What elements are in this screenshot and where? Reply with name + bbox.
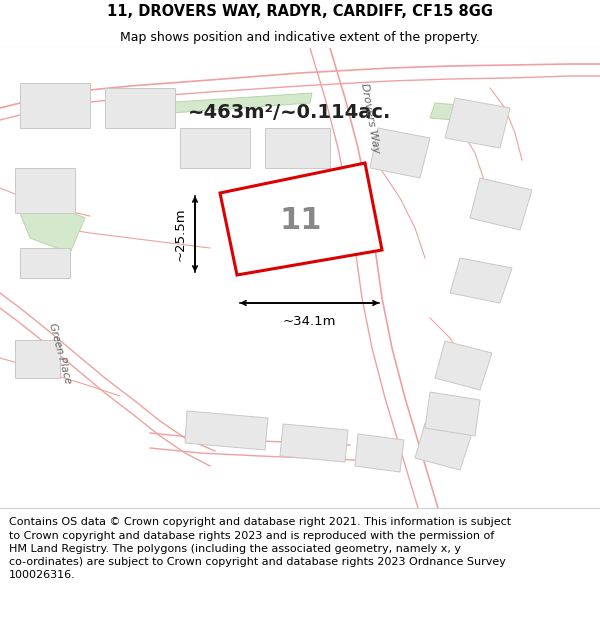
Polygon shape (435, 341, 492, 390)
Text: ~34.1m: ~34.1m (283, 315, 336, 328)
Polygon shape (265, 128, 330, 168)
Text: Drovers Way: Drovers Way (359, 82, 381, 154)
Text: Map shows position and indicative extent of the property.: Map shows position and indicative extent… (120, 31, 480, 44)
Polygon shape (180, 128, 250, 168)
Polygon shape (445, 98, 510, 148)
Polygon shape (15, 168, 75, 213)
Text: 11, DROVERS WAY, RADYR, CARDIFF, CF15 8GG: 11, DROVERS WAY, RADYR, CARDIFF, CF15 8G… (107, 4, 493, 19)
Polygon shape (450, 258, 512, 303)
Polygon shape (105, 88, 175, 128)
Polygon shape (280, 424, 348, 462)
Polygon shape (355, 434, 404, 472)
Polygon shape (20, 83, 90, 128)
Polygon shape (425, 392, 480, 436)
Polygon shape (15, 340, 60, 378)
Text: 11: 11 (280, 206, 322, 235)
Text: ~463m²/~0.114ac.: ~463m²/~0.114ac. (188, 104, 392, 122)
Polygon shape (220, 163, 382, 275)
Polygon shape (185, 411, 268, 450)
Polygon shape (370, 128, 430, 178)
Polygon shape (470, 178, 532, 230)
Polygon shape (130, 93, 312, 116)
Text: Green Place: Green Place (47, 321, 73, 384)
Text: ~25.5m: ~25.5m (174, 208, 187, 261)
Text: Contains OS data © Crown copyright and database right 2021. This information is : Contains OS data © Crown copyright and d… (9, 518, 511, 580)
Polygon shape (430, 103, 495, 123)
Polygon shape (415, 423, 472, 470)
Polygon shape (20, 248, 70, 278)
Polygon shape (20, 203, 85, 253)
